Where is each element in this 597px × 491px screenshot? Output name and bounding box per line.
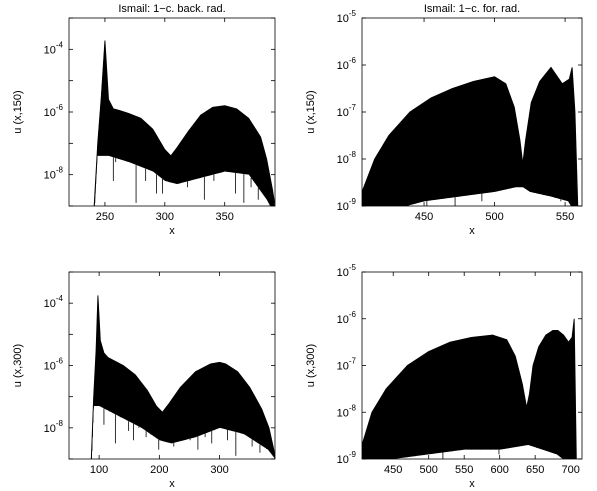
x-tick-label: 500 — [420, 464, 438, 476]
x-tick-label: 250 — [96, 211, 114, 223]
y-tick-label: 10-9 — [337, 197, 357, 213]
y-tick-label: 10-6 — [44, 357, 64, 373]
x-tick-label: 550 — [556, 211, 574, 223]
y-tick-label: 10-8 — [337, 150, 357, 166]
x-axis-label: x — [469, 478, 475, 490]
x-tick-label: 450 — [415, 211, 433, 223]
y-tick-label: 10-8 — [44, 166, 64, 182]
x-tick-label: 700 — [561, 464, 579, 476]
x-axis-label: x — [169, 225, 175, 237]
panel-3: 100 200 300 10-4 10-6 10-8 x u (x,300) — [12, 271, 276, 490]
y-tick-label: 10-7 — [337, 103, 357, 119]
x-tick-label: 350 — [216, 211, 234, 223]
y-tick-label: 10-6 — [44, 103, 64, 119]
x-tick-label: 500 — [485, 211, 503, 223]
panel-4: 450 500 550 600 650 700 10-5 10-6 10-7 10-8 10-9 x u… — [305, 263, 583, 490]
signal-band — [94, 44, 275, 206]
chart-title: Ismail: 1−c. back. rad. — [118, 3, 225, 15]
y-tick-label: 10-8 — [337, 403, 357, 419]
y-tick-label: 10-7 — [337, 357, 357, 373]
y-tick-label: 10-5 — [337, 9, 357, 25]
chart-title: Ismail: 1−c. for. rad. — [424, 3, 520, 15]
x-tick-label: 600 — [490, 464, 508, 476]
y-tick-label: 10-4 — [44, 40, 64, 56]
signal-band — [362, 320, 577, 459]
x-tick-label: 450 — [384, 464, 402, 476]
x-axis-label: x — [169, 478, 175, 490]
envelope-line — [93, 40, 275, 206]
panel-2: 450 500 550 10-5 10-6 10-7 10-8 10-9 x u (x,150) I… — [305, 3, 583, 237]
signal-band — [91, 299, 275, 459]
x-tick-label: 650 — [526, 464, 544, 476]
signal-band — [362, 67, 579, 206]
y-tick-label: 10-4 — [44, 294, 64, 310]
x-tick-label: 100 — [90, 464, 108, 476]
y-tick-label: 10-5 — [337, 263, 357, 279]
x-axis-label: x — [469, 225, 475, 237]
envelope-line — [362, 66, 579, 206]
x-tick-label: 550 — [455, 464, 473, 476]
y-tick-label: 10-9 — [337, 450, 357, 466]
panel-1: 250 300 350 10-4 10-6 10-8 x u (x,150) Ismail: 1… — [12, 3, 276, 237]
y-axis-label: u (x,150) — [305, 90, 317, 133]
y-axis-label: u (x,300) — [305, 344, 317, 387]
x-tick-label: 200 — [150, 464, 168, 476]
y-axis-label: u (x,150) — [12, 90, 24, 133]
x-tick-label: 300 — [156, 211, 174, 223]
y-tick-label: 10-8 — [44, 419, 64, 435]
y-tick-label: 10-6 — [337, 310, 357, 326]
envelope-line — [90, 295, 275, 459]
envelope-line — [362, 318, 577, 459]
y-axis-label: u (x,300) — [12, 344, 24, 387]
y-tick-label: 10-6 — [337, 56, 357, 72]
x-tick-label: 300 — [210, 464, 228, 476]
